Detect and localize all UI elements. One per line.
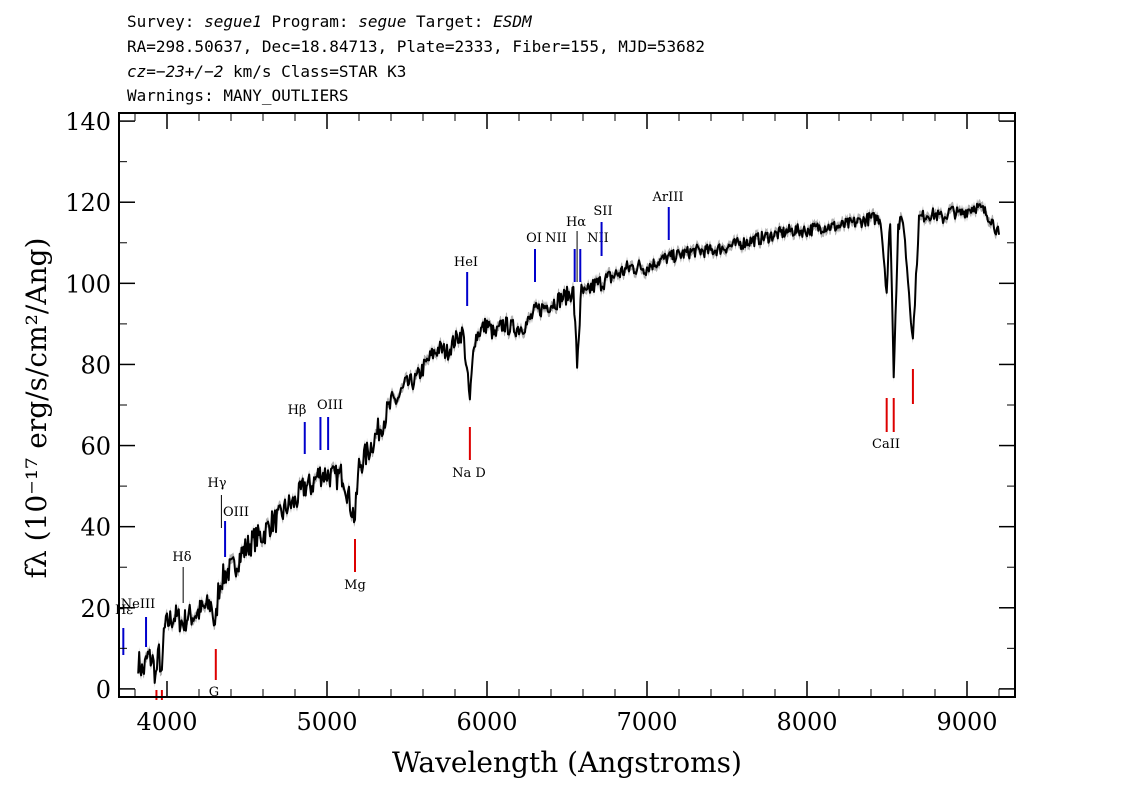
emission-line-label: Hβ <box>288 403 307 418</box>
emission-line-label: ArIII <box>651 190 683 205</box>
spectrum-line <box>137 202 1000 684</box>
y-tick-label: 100 <box>65 270 111 298</box>
survey-value: segue1 <box>204 12 262 31</box>
header-line-1: Survey: segue1 Program: segue Target: ES… <box>127 12 532 32</box>
y-tick-label: 80 <box>80 351 111 379</box>
program-label: Program: <box>261 12 359 31</box>
x-tick-label: 5000 <box>296 708 357 736</box>
target-value: ESDM <box>493 12 532 31</box>
absorption-line-label: G <box>209 685 219 700</box>
class-text: km/s Class=STAR K3 <box>223 62 407 81</box>
absorption-line-label: CaII <box>872 437 900 452</box>
program-value: segue <box>358 12 407 31</box>
x-tick-label: 9000 <box>936 708 997 736</box>
x-axis-label: Wavelength (Angstroms) <box>392 746 742 779</box>
header-line-2: RA=298.50637, Dec=18.84713, Plate=2333, … <box>127 37 705 56</box>
x-tick-label: 7000 <box>616 708 677 736</box>
emission-line-label: NII <box>587 231 609 246</box>
y-tick-label: 40 <box>80 514 111 542</box>
y-tick-label: 140 <box>65 108 111 136</box>
emission-line-label: OI <box>526 231 542 246</box>
emission-line-label: SII <box>593 204 612 219</box>
target-label: Target: <box>406 12 494 31</box>
y-tick-label: 20 <box>80 595 111 623</box>
absorption-line-label: Mg <box>344 578 366 593</box>
emission-line-label: OIII <box>223 505 249 520</box>
emission-line-label: Hα <box>566 215 586 230</box>
emission-line-label: NII <box>545 231 567 246</box>
emission-line-label: HeI <box>454 255 478 270</box>
y-axis-label: fλ (10⁻¹⁷ erg/s/cm²/Ang) <box>20 238 53 579</box>
header-line-3: cz=−23+/−2 km/s Class=STAR K3 <box>127 62 406 82</box>
emission-line-label: Hδ <box>172 550 191 565</box>
x-tick-label: 8000 <box>776 708 837 736</box>
x-tick-label: 4000 <box>136 708 197 736</box>
survey-label: Survey: <box>127 12 205 31</box>
emission-line-label: NeIII <box>121 597 155 612</box>
y-tick-label: 0 <box>96 676 111 704</box>
plot-frame <box>118 112 1016 698</box>
y-tick-label: 60 <box>80 433 111 461</box>
spectrum-error-band <box>138 198 998 688</box>
header-line-4: Warnings: MANY_OUTLIERS <box>127 86 349 105</box>
cz-value: =−23+/−2 <box>146 62 224 81</box>
x-tick-label: 6000 <box>456 708 517 736</box>
emission-line-label: Hγ <box>207 476 226 491</box>
cz-symbol: cz <box>127 62 147 81</box>
emission-line-label: OIII <box>317 398 343 413</box>
y-tick-label: 120 <box>65 189 111 217</box>
absorption-line-label: Na D <box>452 466 486 481</box>
